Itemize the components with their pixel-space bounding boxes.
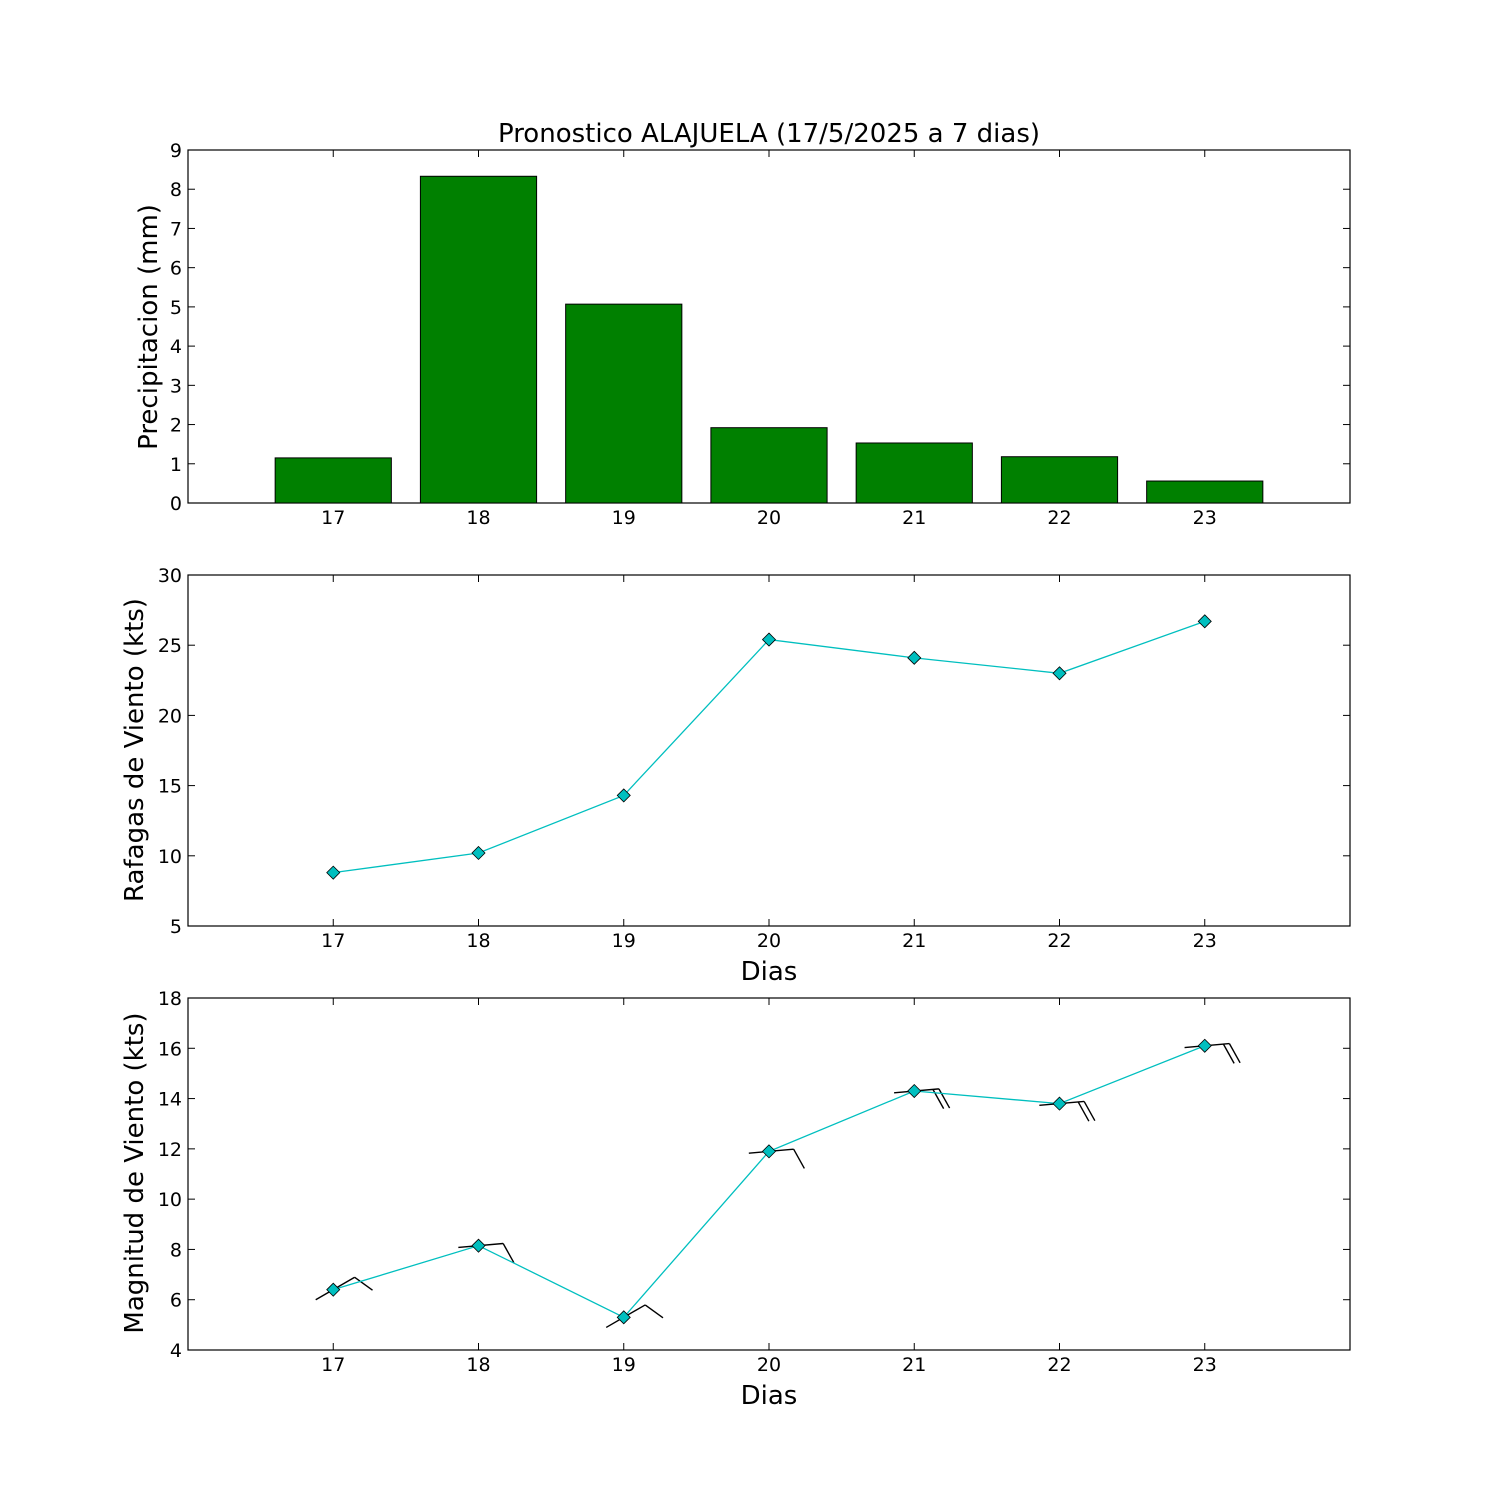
gusts-panel: Rafagas de Viento (kts) Dias 5 10 15 20 25 30… xyxy=(120,565,1351,987)
gusts-y-axis-title: Rafagas de Viento (kts) xyxy=(120,598,150,902)
precipitation-y-tick-label: 0 xyxy=(170,493,182,515)
wind-barb xyxy=(1039,1100,1096,1122)
precipitation-y-tick-label: 5 xyxy=(170,297,182,319)
gusts-x-tick-label: 21 xyxy=(902,930,926,952)
wind-magnitude-y-tick-label: 14 xyxy=(158,1089,182,1111)
precipitation-y-tick-label: 2 xyxy=(170,415,182,437)
precipitation-x-tick-label: 22 xyxy=(1047,507,1071,529)
precipitation-y-tick-label: 6 xyxy=(170,258,182,280)
wind-magnitude-y-tick-label: 4 xyxy=(170,1340,182,1362)
gusts-x-tick-label: 17 xyxy=(321,930,345,952)
precipitation-bar xyxy=(1000,456,1119,504)
wind-barb-feather xyxy=(1077,1101,1090,1122)
wind-magnitude-x-tick-label: 18 xyxy=(466,1354,490,1376)
wind-magnitude-point xyxy=(1197,1038,1212,1053)
precipitation-y-tick-label: 7 xyxy=(170,218,182,240)
precipitation-x-tick-label: 21 xyxy=(902,507,926,529)
precipitation-y-tick-label: 3 xyxy=(170,375,182,397)
gusts-x-tick-label: 19 xyxy=(612,930,636,952)
gusts-y-tick-label: 30 xyxy=(158,565,182,587)
wind-magnitude-x-axis-title: Dias xyxy=(741,1381,798,1411)
gusts-y-tick-label: 20 xyxy=(158,705,182,727)
wind-magnitude-y-tick-label: 8 xyxy=(170,1239,182,1261)
wind-barb-feather xyxy=(1222,1043,1235,1064)
gusts-x-tick-label: 20 xyxy=(757,930,781,952)
wind-magnitude-x-tick-label: 20 xyxy=(757,1354,781,1376)
gusts-x-axis-title: Dias xyxy=(741,957,798,987)
wind-barb xyxy=(1184,1042,1241,1064)
wind-magnitude-y-tick-label: 12 xyxy=(158,1139,182,1161)
wind-magnitude-point xyxy=(326,1282,341,1297)
wind-magnitude-plot-frame xyxy=(187,997,1351,1351)
wind-magnitude-point xyxy=(471,1238,486,1253)
gusts-y-tick-label: 5 xyxy=(170,916,182,938)
precipitation-bar xyxy=(274,457,392,504)
wind-magnitude-y-tick-label: 18 xyxy=(158,988,182,1010)
gusts-series-line xyxy=(333,620,1205,874)
wind-barb-feather xyxy=(938,1088,951,1109)
gusts-x-tick-label: 23 xyxy=(1193,930,1217,952)
gusts-x-tick-label: 22 xyxy=(1047,930,1071,952)
precipitation-y-axis-title: Precipitacion (mm) xyxy=(134,204,164,450)
gusts-point xyxy=(907,650,922,665)
precipitation-x-tick-label: 18 xyxy=(466,507,490,529)
precipitation-x-tick-label: 19 xyxy=(612,507,636,529)
gusts-point xyxy=(471,845,486,861)
precipitation-y-tick-label: 4 xyxy=(170,336,182,358)
wind-magnitude-x-tick-label: 23 xyxy=(1193,1354,1217,1376)
wind-magnitude-y-axis-title: Magnitud de Viento (kts) xyxy=(120,1012,150,1333)
wind-magnitude-y-tick-label: 16 xyxy=(158,1038,182,1060)
chart-title: Pronostico ALAJUELA (17/5/2025 a 7 dias) xyxy=(498,119,1040,149)
gusts-y-tick-label: 15 xyxy=(158,776,182,798)
gusts-y-tick-label: 10 xyxy=(158,846,182,868)
gusts-point xyxy=(1197,614,1212,629)
wind-barb-feather xyxy=(1083,1101,1096,1122)
wind-barb xyxy=(605,1304,664,1329)
precipitation-bar xyxy=(419,175,538,504)
precipitation-bar xyxy=(855,442,973,504)
wind-magnitude-y-tick-label: 10 xyxy=(158,1189,182,1211)
wind-magnitude-x-tick-label: 21 xyxy=(902,1354,926,1376)
gusts-point xyxy=(616,788,631,803)
wind-magnitude-point xyxy=(907,1083,922,1099)
wind-magnitude-series-line xyxy=(333,1045,1205,1319)
precipitation-y-tick-label: 9 xyxy=(170,140,182,162)
wind-magnitude-point xyxy=(1052,1096,1067,1111)
precipitation-y-tick-label: 8 xyxy=(170,179,182,201)
gusts-y-tick-label: 25 xyxy=(158,635,182,657)
wind-magnitude-point xyxy=(761,1144,777,1159)
wind-barb-feather xyxy=(644,1304,664,1319)
wind-magnitude-panel: Magnitud de Viento (kts) Dias 4 6 8 10 12 14 1… xyxy=(120,988,1351,1411)
gusts-point xyxy=(1052,666,1067,681)
gusts-point xyxy=(326,865,341,880)
precipitation-x-tick-label: 23 xyxy=(1193,507,1217,529)
wind-barb-feather xyxy=(793,1148,805,1169)
precipitation-x-tick-label: 17 xyxy=(321,507,345,529)
gusts-x-tick-label: 18 xyxy=(466,930,490,952)
wind-barb-feather xyxy=(1228,1043,1241,1064)
wind-barb-feather xyxy=(354,1276,373,1291)
wind-magnitude-y-tick-label: 6 xyxy=(170,1290,182,1312)
precipitation-y-tick-label: 1 xyxy=(170,454,182,476)
wind-magnitude-x-tick-label: 19 xyxy=(612,1354,636,1376)
precipitation-bar xyxy=(1146,480,1264,504)
precipitation-bar xyxy=(565,303,683,504)
wind-magnitude-x-tick-label: 22 xyxy=(1047,1354,1071,1376)
gusts-point xyxy=(761,632,777,647)
wind-magnitude-x-tick-label: 17 xyxy=(321,1354,345,1376)
gusts-plot-frame xyxy=(187,574,1351,927)
precipitation-bar xyxy=(710,427,828,504)
wind-magnitude-point xyxy=(616,1310,631,1325)
wind-barb xyxy=(458,1242,515,1264)
precipitation-x-tick-label: 20 xyxy=(757,507,781,529)
wind-barb-feather xyxy=(502,1243,515,1264)
